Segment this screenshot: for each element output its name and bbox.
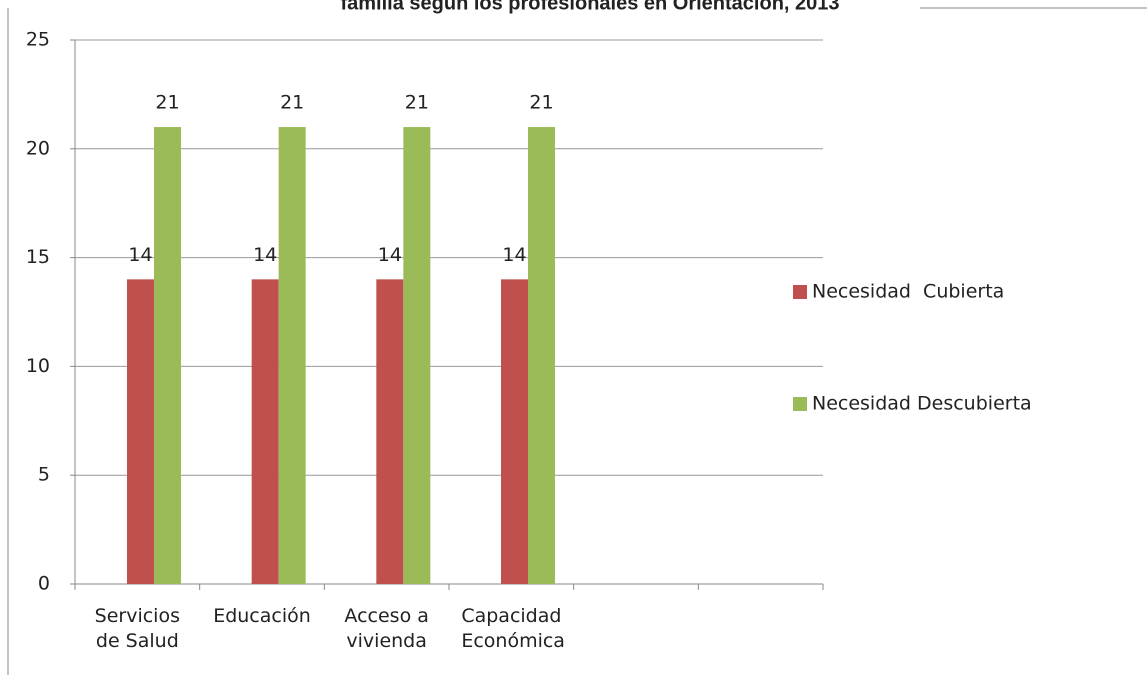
bar [528,127,555,584]
bar [278,127,306,584]
data-label: 21 [280,92,304,114]
bar [251,279,279,584]
y-tick-label: 15 [26,246,50,268]
data-label: 14 [502,244,526,266]
x-tick-label: Servicios de Salud [94,605,180,652]
data-label: 14 [253,244,277,266]
data-label: 14 [378,244,402,266]
legend-label: Necesidad Descubierta [812,393,1032,415]
data-label: 21 [529,92,553,114]
x-tick-label: Acceso a vivienda [344,605,429,652]
legend-swatch [793,397,807,411]
bar [501,279,528,584]
bar [127,279,154,584]
y-tick-label: 5 [38,464,50,486]
x-tick-label: Capacidad Económica [461,605,565,652]
y-tick-label: 10 [26,355,50,377]
x-tick-label: Educación [213,605,311,627]
bar [376,279,404,584]
bar [403,127,431,584]
y-tick-label: 25 [26,29,50,51]
legend-label: Necesidad Cubierta [812,281,1004,303]
bar [154,127,181,584]
legend-swatch [793,285,807,299]
y-tick-label: 0 [38,573,50,595]
chart-title: familia según los profesionales en Orien… [340,0,839,14]
data-label: 21 [155,92,179,114]
y-tick-label: 20 [26,137,50,159]
data-label: 21 [405,92,429,114]
data-label: 14 [128,244,152,266]
